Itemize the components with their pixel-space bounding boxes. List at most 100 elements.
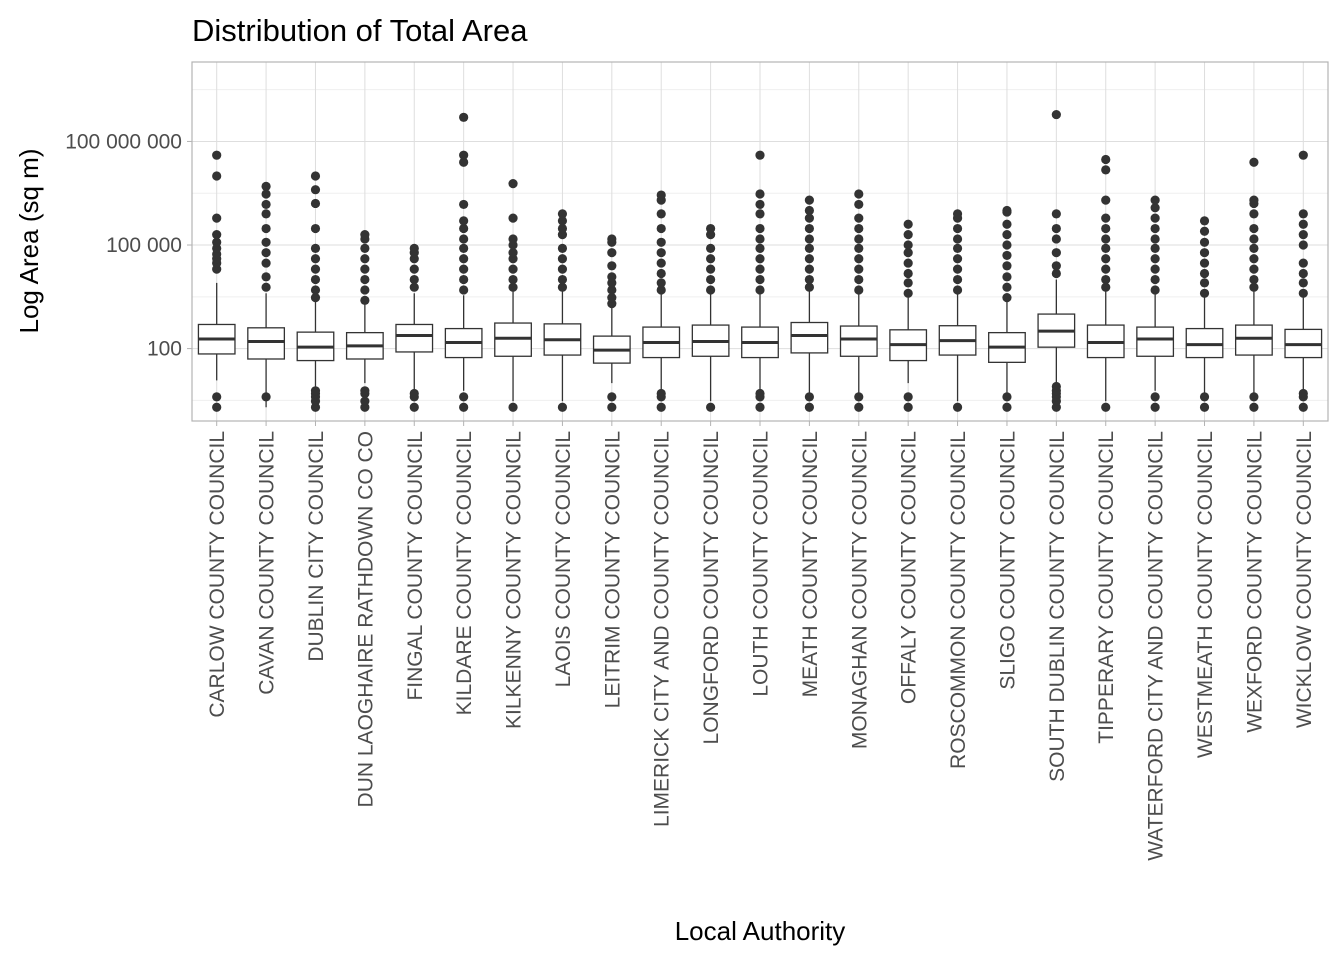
box-group — [247, 181, 286, 408]
outlier-point — [1101, 195, 1111, 205]
outlier-point — [755, 388, 765, 399]
box-iqr — [1136, 326, 1175, 357]
outlier-point — [1298, 288, 1308, 298]
outlier-point — [310, 185, 321, 195]
outlier-point — [656, 258, 666, 268]
outlier-point — [508, 179, 518, 189]
box-group — [395, 243, 434, 412]
outlier-point — [804, 254, 814, 264]
box-group — [642, 190, 681, 412]
box-iqr — [839, 325, 878, 357]
outlier-point — [755, 402, 765, 412]
outlier-point — [1249, 402, 1259, 412]
outlier-point — [656, 388, 666, 399]
outlier-point — [656, 285, 666, 295]
outlier-point — [607, 248, 617, 258]
outlier-point — [360, 264, 370, 274]
outlier-point — [1150, 274, 1160, 285]
chart-title: Distribution of Total Area — [192, 13, 528, 48]
outlier-point — [1298, 278, 1308, 288]
outlier-point — [706, 254, 716, 264]
x-tick-label: MEATH COUNTY COUNCIL — [799, 431, 822, 697]
outlier-point — [607, 234, 617, 244]
outlier-point — [1298, 219, 1308, 229]
outlier-point — [656, 237, 666, 247]
outlier-point — [755, 209, 765, 219]
outlier-point — [1051, 261, 1061, 271]
outlier-point — [706, 285, 716, 295]
outlier-point — [508, 264, 518, 274]
outlier-point — [310, 293, 321, 303]
outlier-point — [952, 274, 963, 285]
x-tick-label: WEXFORD COUNTY COUNCIL — [1243, 431, 1266, 733]
outlier-point — [1249, 157, 1259, 167]
outlier-point — [261, 189, 271, 199]
outlier-point — [1150, 213, 1160, 223]
outlier-point — [1199, 258, 1210, 268]
outlier-point — [755, 264, 765, 274]
outlier-point — [1249, 282, 1259, 292]
outlier-point — [903, 392, 913, 402]
box-group — [790, 195, 829, 412]
box-group — [444, 112, 483, 412]
outlier-point — [1249, 264, 1259, 274]
outlier-point — [903, 219, 913, 229]
outlier-point — [755, 189, 765, 199]
outlier-point — [360, 274, 370, 285]
outlier-point — [1150, 223, 1160, 234]
outlier-point — [952, 285, 963, 295]
x-tick-label: LEITRIM COUNTY COUNCIL — [601, 431, 624, 708]
box-group — [543, 209, 582, 412]
outlier-point — [755, 243, 765, 253]
outlier-point — [261, 258, 271, 268]
outlier-point — [261, 223, 271, 234]
outlier-point — [1002, 402, 1012, 412]
outlier-point — [310, 254, 321, 264]
outlier-point — [607, 261, 617, 271]
outlier-point — [1298, 240, 1308, 250]
outlier-point — [1101, 213, 1111, 223]
outlier-point — [804, 392, 814, 402]
outlier-point — [261, 199, 271, 210]
outlier-point — [854, 264, 864, 274]
outlier-point — [1002, 240, 1012, 250]
outlier-point — [508, 402, 518, 412]
outlier-point — [804, 223, 814, 234]
x-tick-label: LIMERICK CITY AND COUNTY COUNCIL — [651, 431, 674, 827]
outlier-point — [656, 209, 666, 219]
outlier-point — [804, 234, 814, 244]
outlier-point — [952, 223, 963, 234]
x-tick-label: CAVAN COUNTY COUNCIL — [256, 431, 279, 695]
box-iqr — [1185, 327, 1224, 359]
box-group — [345, 230, 384, 412]
outlier-point — [1249, 392, 1259, 402]
outlier-point — [1150, 392, 1160, 402]
outlier-point — [1249, 209, 1259, 219]
outlier-point — [310, 198, 321, 209]
outlier-point — [459, 274, 469, 285]
x-tick-label: TIPPERARY COUNTY COUNCIL — [1095, 431, 1118, 744]
x-tick-label: SOUTH DUBLIN COUNTY COUNCIL — [1046, 431, 1069, 782]
x-tick-label: MONAGHAN COUNTY COUNCIL — [848, 431, 871, 749]
outlier-point — [1298, 388, 1308, 399]
outlier-point — [261, 248, 271, 258]
outlier-point — [1199, 216, 1210, 226]
box-group — [741, 150, 779, 412]
box-series — [197, 109, 1323, 412]
outlier-point — [459, 392, 469, 402]
outlier-point — [1298, 150, 1308, 160]
outlier-point — [854, 199, 864, 210]
outlier-point — [607, 402, 617, 412]
outlier-point — [1101, 243, 1111, 253]
outlier-point — [1002, 272, 1012, 282]
outlier-point — [557, 209, 568, 219]
outlier-point — [1249, 223, 1259, 234]
outlier-point — [409, 402, 419, 412]
outlier-point — [1051, 209, 1061, 219]
outlier-point — [459, 150, 469, 160]
outlier-point — [459, 157, 469, 167]
x-tick-label: DUBLIN CITY COUNCIL — [305, 431, 328, 662]
outlier-point — [459, 112, 469, 122]
outlier-point — [1002, 219, 1012, 229]
outlier-point — [1199, 248, 1210, 258]
